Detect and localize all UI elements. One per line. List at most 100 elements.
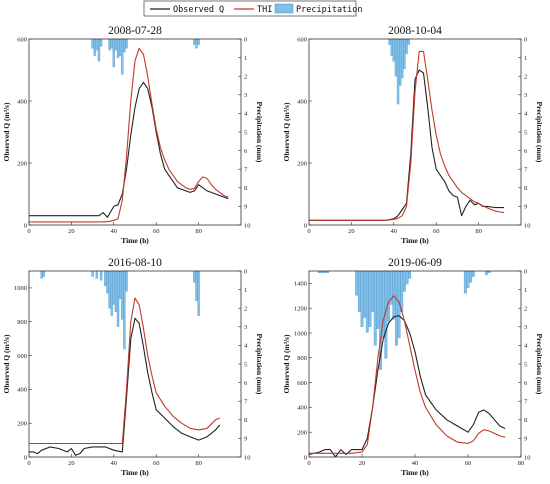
precip-bar [363,271,367,318]
y-tick-label: 1400 [294,281,307,288]
x-tick-label: 60 [465,460,472,467]
y2-tick-label: 3 [244,92,247,99]
y-tick-label: 600 [297,36,307,43]
y2-tick-label: 4 [244,111,248,118]
precip-bar [91,39,94,49]
precip-bar [471,271,475,277]
precip-bar [388,39,391,45]
thi-line [29,47,229,223]
x-tick-label: 80 [518,460,525,467]
x-tick-label: 60 [153,460,160,467]
y2-tick-label: 7 [524,399,528,406]
y2-tick-label: 0 [524,268,527,275]
y-axis-label: Observed Q (m³/s) [282,102,291,161]
precip-bar [390,39,393,56]
y-tick-label: 600 [297,380,307,387]
precip-bar [466,271,470,288]
precip-bar [487,271,491,274]
x-tick-label: 0 [307,460,310,467]
precip-bar [104,271,107,287]
precip-bar [371,271,375,313]
chart-title: 2008-10-04 [388,25,442,37]
precip-bar [93,39,96,56]
y2-tick-label: 0 [524,36,527,43]
y-tick-label: 200 [17,160,27,167]
precip-bar [95,271,98,279]
precip-bar [193,271,196,283]
y2-tick-label: 4 [244,343,248,350]
y-tick-label: 600 [17,36,27,43]
observed-q-line [29,81,229,218]
precip-bar [195,39,198,49]
y2-tick-label: 10 [524,454,531,461]
y2-tick-label: 4 [524,111,528,118]
precip-bar [396,39,400,105]
legend-precip-swatch [274,3,294,14]
y-tick-label: 200 [297,430,307,437]
precip-bar [402,271,406,292]
x-tick-label: 20 [68,460,75,467]
y2-axis-label: Precipitation (mm) [535,102,544,163]
chart-title: 2016-08-10 [108,257,162,269]
precip-bar [392,39,395,62]
chart-panel-4: 0 20 40 60 800200400600800100012001400012345… [282,257,544,477]
chart-title: 2008-07-28 [108,25,162,37]
y2-tick-label: 0 [244,268,247,275]
plot-frame [28,38,242,226]
y-tick-label: 800 [17,319,27,326]
x-tick-label: 20 [348,228,355,235]
y2-tick-label: 5 [524,129,527,136]
y-axis-label: Observed Q (m³/s) [282,334,291,393]
x-tick-label: 80 [195,228,202,235]
y2-tick-label: 8 [524,185,527,192]
x-tick-label: 80 [475,228,482,235]
plot-frame [308,38,522,226]
precip-bar [399,39,402,86]
y-tick-label: 400 [297,405,307,412]
precip-bar [106,271,109,294]
y2-tick-label: 8 [244,417,247,424]
precip-bar [116,271,120,327]
x-tick-label: 60 [433,228,440,235]
precip-bar [91,271,94,277]
x-axis-label: Time (h) [401,236,429,245]
chart-panel-1: 0 20 40 60 80 0 200 400 600 0 1 2 3 4 5 6 7 8 9 10 2008-07-2… [2,25,264,245]
y-tick-label: 200 [297,160,307,167]
y2-tick-label: 2 [244,306,247,313]
y2-tick-label: 7 [244,167,248,174]
y2-tick-label: 8 [524,417,527,424]
y2-tick-label: 3 [244,324,247,331]
precip-bar [99,39,103,47]
y-axis-label: Observed Q (m³/s) [2,102,11,161]
y2-tick-label: 1 [244,55,247,62]
y2-tick-label: 1 [524,55,527,62]
precip-bar [373,271,377,346]
y2-tick-label: 7 [244,399,248,406]
precip-bar [195,271,198,301]
y-tick-label: 1200 [294,306,307,313]
precip-bar [121,39,124,75]
precip-bar [110,39,113,49]
precip-bar [403,39,406,69]
y-axis-label: Observed Q (m³/s) [2,334,11,393]
y2-axis-label: Precipitation (mm) [255,334,264,395]
y2-tick-label: 10 [244,454,251,461]
y2-tick-label: 9 [524,436,527,443]
y2-tick-label: 1 [524,287,527,294]
precip-bar [360,271,364,327]
precip-bar [197,271,200,316]
chart-panel-3: 0 20 40 60 800200400600800100001234567891020… [2,257,264,477]
precip-bar [355,271,359,296]
chart-title: 2019-06-09 [388,257,442,269]
precip-bar [405,39,408,55]
y2-tick-label: 9 [244,204,247,211]
precip-bar [97,39,101,62]
y2-tick-label: 5 [524,361,527,368]
y2-tick-label: 9 [244,436,247,443]
observed-q-line [29,317,221,456]
legend-observed-label: Observed Q [173,5,224,15]
thi-line [29,297,221,445]
precip-bar [485,271,488,275]
x-tick-label: 40 [391,228,398,235]
